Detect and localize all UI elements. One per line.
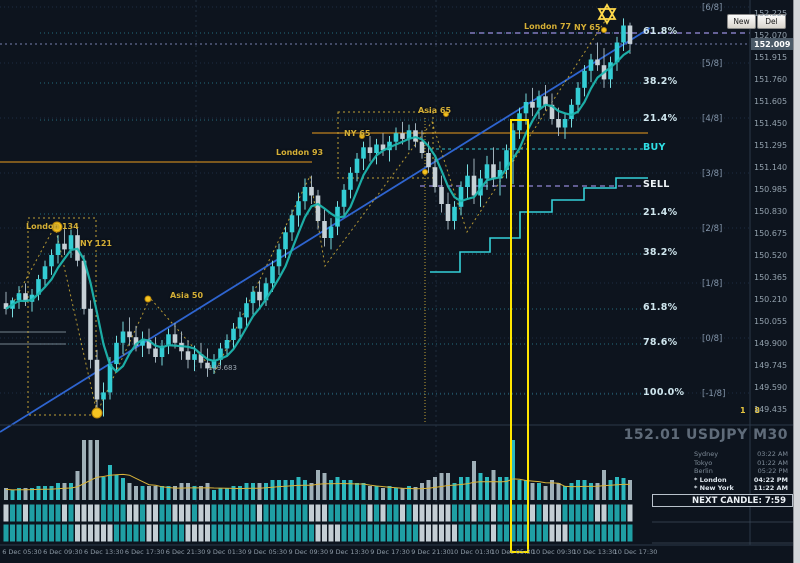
vertical-scrollbar[interactable] [793,0,800,563]
current-candle-highlight-box [510,119,529,553]
moving-average-line [5,49,631,374]
trend-brick-rows [2,503,634,543]
swing-dots [51,27,607,419]
panel-dividers [0,0,793,546]
volume-bars [4,440,632,500]
candlesticks [3,18,633,417]
session-range-box [27,217,97,416]
volume-ma-line [5,473,630,491]
trailing-step-line [430,177,648,273]
zigzag-line [11,17,608,415]
star-of-david-icon [597,3,617,25]
new-object-button[interactable]: New [727,14,756,29]
grid-lines [0,0,750,545]
session-range-box [337,111,434,179]
delete-object-button[interactable]: Del [757,14,786,29]
